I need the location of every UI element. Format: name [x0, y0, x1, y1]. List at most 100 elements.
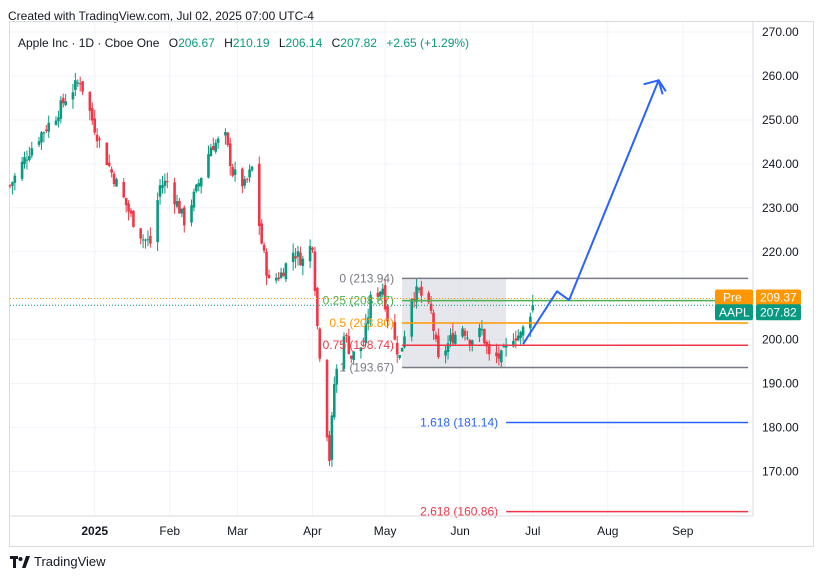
- candle-body: [480, 328, 484, 331]
- candle-body: [105, 142, 109, 165]
- candle-body: [299, 252, 302, 266]
- candle-body: [301, 258, 305, 267]
- candle-body: [308, 246, 312, 262]
- candle-body: [349, 355, 353, 359]
- candle-body: [468, 339, 472, 346]
- candle-body: [352, 351, 355, 360]
- candle-body: [146, 239, 150, 241]
- y-tick-label: 200.00: [762, 333, 799, 347]
- candles: [8, 72, 535, 467]
- candle-body: [129, 210, 133, 214]
- candle-body: [485, 342, 489, 347]
- candle-body: [95, 134, 99, 142]
- candle-body: [279, 272, 283, 278]
- candle-body: [412, 298, 416, 301]
- tradingview-logo[interactable]: TradingView: [10, 554, 106, 569]
- candle-body: [228, 143, 232, 167]
- candle-body: [71, 92, 75, 100]
- projection-path: [522, 79, 667, 345]
- candle-body: [376, 292, 380, 297]
- candle-body: [107, 162, 111, 166]
- candle-body: [180, 208, 184, 214]
- candle-body: [378, 291, 382, 296]
- candle-body: [313, 251, 317, 291]
- candle-body: [175, 201, 179, 207]
- candle-body: [93, 118, 97, 133]
- candle-body: [470, 340, 474, 346]
- candle-body: [420, 286, 423, 296]
- x-tick-label: Mar: [227, 524, 248, 538]
- candle-body: [149, 235, 152, 244]
- y-tick-label: 240.00: [762, 157, 799, 171]
- candle-body: [173, 182, 176, 205]
- candle-body: [197, 183, 201, 187]
- candle-body: [141, 239, 145, 241]
- candle-body: [364, 322, 368, 343]
- candle-body: [393, 322, 397, 340]
- x-tick-label: May: [374, 524, 397, 538]
- candle-body: [366, 317, 370, 324]
- created-text: Created with TradingView.com, Jul 02, 20…: [8, 9, 314, 23]
- candle-body: [342, 336, 346, 369]
- candle-body: [296, 251, 300, 257]
- candle-body: [277, 277, 280, 280]
- candle-body: [262, 244, 266, 251]
- candle-body: [115, 179, 118, 187]
- candle-body: [383, 285, 387, 310]
- candle-body: [122, 182, 126, 198]
- candle-body: [64, 101, 67, 106]
- candle-body: [76, 82, 80, 84]
- candle-body: [294, 256, 297, 259]
- candle-body: [291, 252, 295, 263]
- candle-body: [54, 120, 58, 125]
- candle-body: [521, 326, 525, 336]
- y-tick-label: 250.00: [762, 113, 799, 127]
- candle-body: [434, 334, 438, 340]
- pre-label-text: Pre: [723, 290, 742, 304]
- candle-body: [88, 91, 92, 111]
- candle-body: [23, 157, 26, 165]
- candle-body: [61, 97, 65, 104]
- candle-body: [139, 228, 142, 239]
- candle-body: [156, 200, 159, 243]
- candle-body: [461, 328, 464, 337]
- pre-price-badge: [756, 289, 801, 306]
- candle-body: [57, 117, 60, 122]
- candle-body: [400, 347, 404, 352]
- candle-body: [504, 344, 508, 348]
- candle-body: [224, 132, 227, 136]
- candle-body: [112, 173, 116, 185]
- candle-body: [163, 180, 167, 186]
- last-price-text: 207.82: [760, 305, 797, 319]
- candle-body: [502, 346, 506, 348]
- fib-label-1.618: 1.618 (181.14): [420, 416, 498, 430]
- symbol-label: Apple Inc · 1D · Cboe One: [18, 36, 160, 50]
- candle-body: [531, 305, 535, 311]
- candle-body: [216, 138, 220, 143]
- candle-body: [45, 129, 48, 131]
- x-tick-label: 2025: [81, 524, 108, 538]
- candle-body: [110, 169, 113, 173]
- candle-body: [207, 154, 210, 178]
- candle-body: [226, 132, 230, 145]
- candle-body: [25, 159, 29, 161]
- candle-body: [432, 312, 435, 331]
- close-label: C: [331, 36, 341, 50]
- last-price-badge: [756, 304, 801, 321]
- pre-price-text: 209.37: [760, 290, 797, 304]
- pre-label-badge: [715, 289, 753, 306]
- candle-body: [325, 359, 329, 438]
- candle-body: [233, 169, 237, 175]
- candle-body: [316, 287, 319, 327]
- y-tick-label: 170.00: [762, 465, 799, 479]
- candle-body: [454, 334, 457, 344]
- symbol-badge: [715, 304, 753, 321]
- candle-body: [260, 223, 264, 244]
- candle-body: [359, 347, 363, 352]
- candle-body: [161, 185, 164, 189]
- candle-body: [13, 175, 17, 183]
- candle-body: [243, 179, 247, 186]
- candle-body: [231, 167, 234, 176]
- candle-body: [519, 331, 522, 339]
